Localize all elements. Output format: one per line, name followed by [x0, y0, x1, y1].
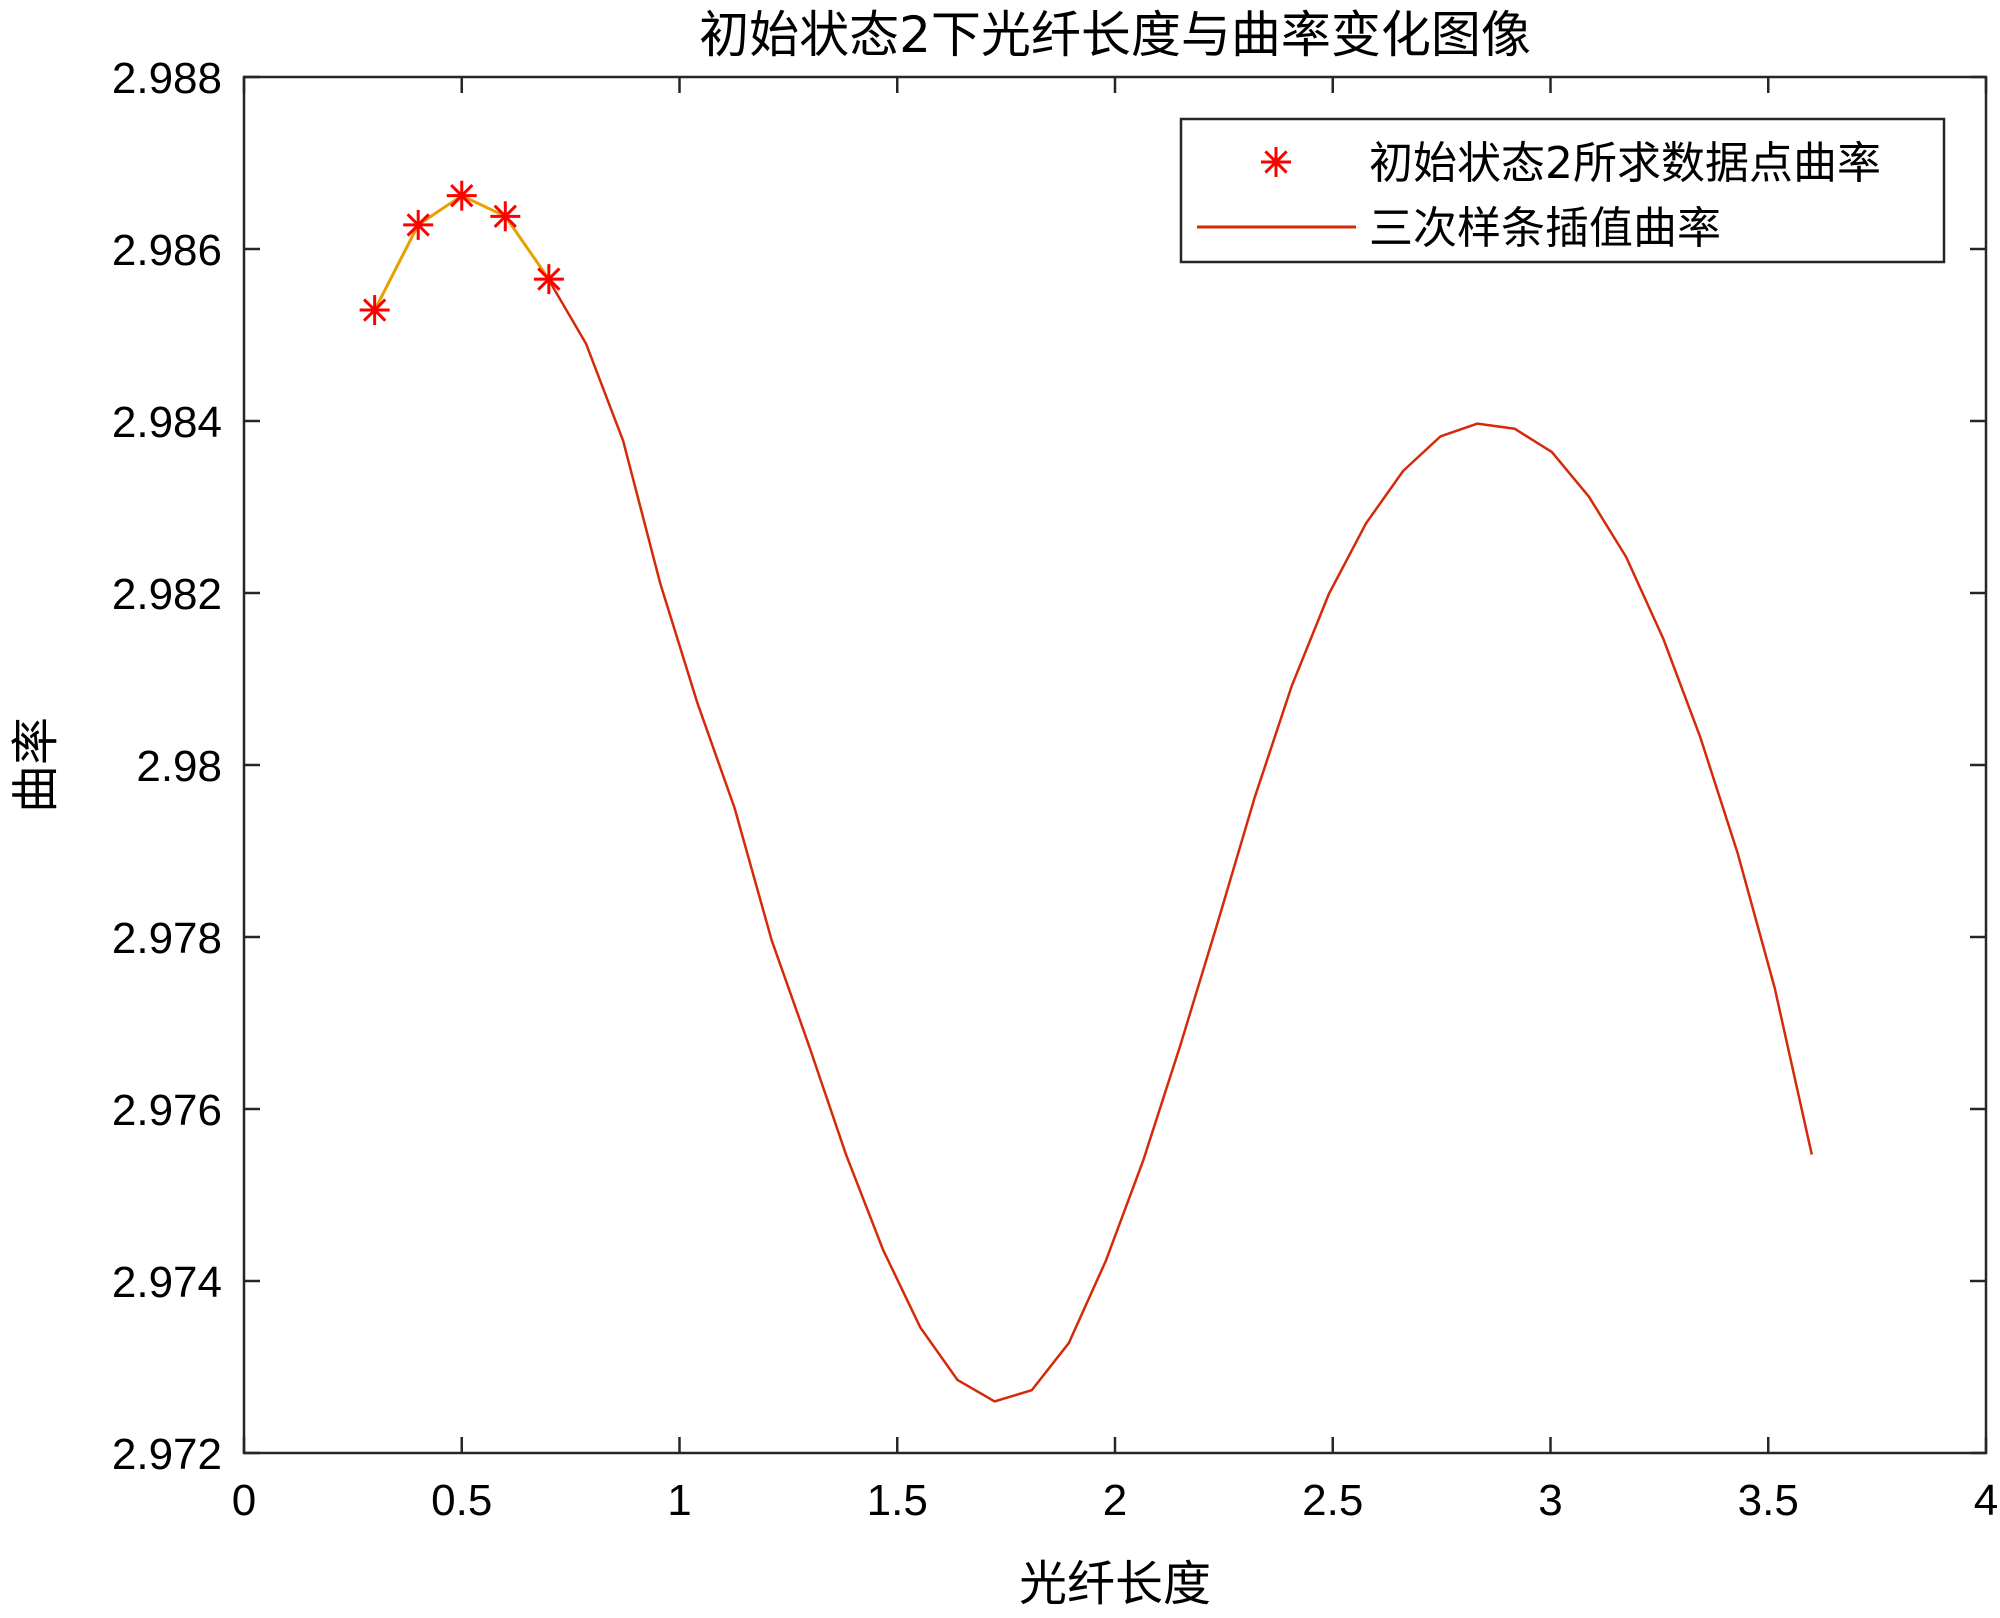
legend-star-marker-icon — [1261, 147, 1291, 177]
x-tick-label: 4 — [1974, 1476, 1998, 1525]
star-stroke — [537, 267, 561, 291]
y-tick-label: 2.986 — [112, 226, 222, 275]
data-point-star-marker — [533, 264, 564, 295]
x-tick-label: 0 — [232, 1476, 256, 1525]
x-tick-label: 1.5 — [867, 1476, 928, 1525]
y-tick-label: 2.976 — [112, 1086, 222, 1135]
y-tick-label: 2.984 — [112, 398, 222, 447]
legend-box — [1179, 117, 1946, 264]
legend-star-glyph — [1261, 147, 1291, 177]
y-tick-label: 2.982 — [112, 570, 222, 619]
data-point-star-marker — [446, 180, 477, 211]
x-tick-label: 0.5 — [431, 1476, 492, 1525]
y-tick-label: 2.98 — [136, 742, 222, 791]
star-stroke — [362, 298, 387, 322]
data-point-star-marker — [359, 295, 390, 326]
legend-label-data-points: 初始状态2所求数据点曲率 — [1369, 138, 1881, 189]
y-tick-label: 2.974 — [112, 1258, 222, 1307]
plot-area — [242, 75, 1988, 1455]
legend-label-spline: 三次样条插值曲率 — [1369, 203, 1721, 254]
y-tick-label: 2.988 — [112, 54, 222, 103]
star-stroke — [406, 213, 430, 237]
x-tick-label: 2 — [1103, 1476, 1127, 1525]
x-tick-label: 3.5 — [1738, 1476, 1799, 1525]
x-tick-label: 2.5 — [1302, 1476, 1363, 1525]
x-tick-label: 1 — [667, 1476, 691, 1525]
star-stroke — [450, 184, 474, 208]
spline-curve-line — [547, 279, 1814, 1403]
data-point-star-marker — [490, 201, 521, 232]
star-stroke — [493, 204, 517, 228]
y-tick-label: 2.978 — [112, 914, 222, 963]
legend: 初始状态2所求数据点曲率 三次样条插值曲率 — [1179, 117, 1946, 264]
x-tick-label: 3 — [1538, 1476, 1562, 1525]
data-point-star-marker — [403, 209, 434, 240]
y-axis-label: 曲率 — [8, 717, 64, 813]
y-tick-label: 2.972 — [112, 1430, 222, 1479]
star-stroke — [1264, 150, 1288, 174]
x-axis-label: 光纤长度 — [1019, 1556, 1211, 1612]
chart-title: 初始状态2下光纤长度与曲率变化图像 — [699, 6, 1531, 64]
